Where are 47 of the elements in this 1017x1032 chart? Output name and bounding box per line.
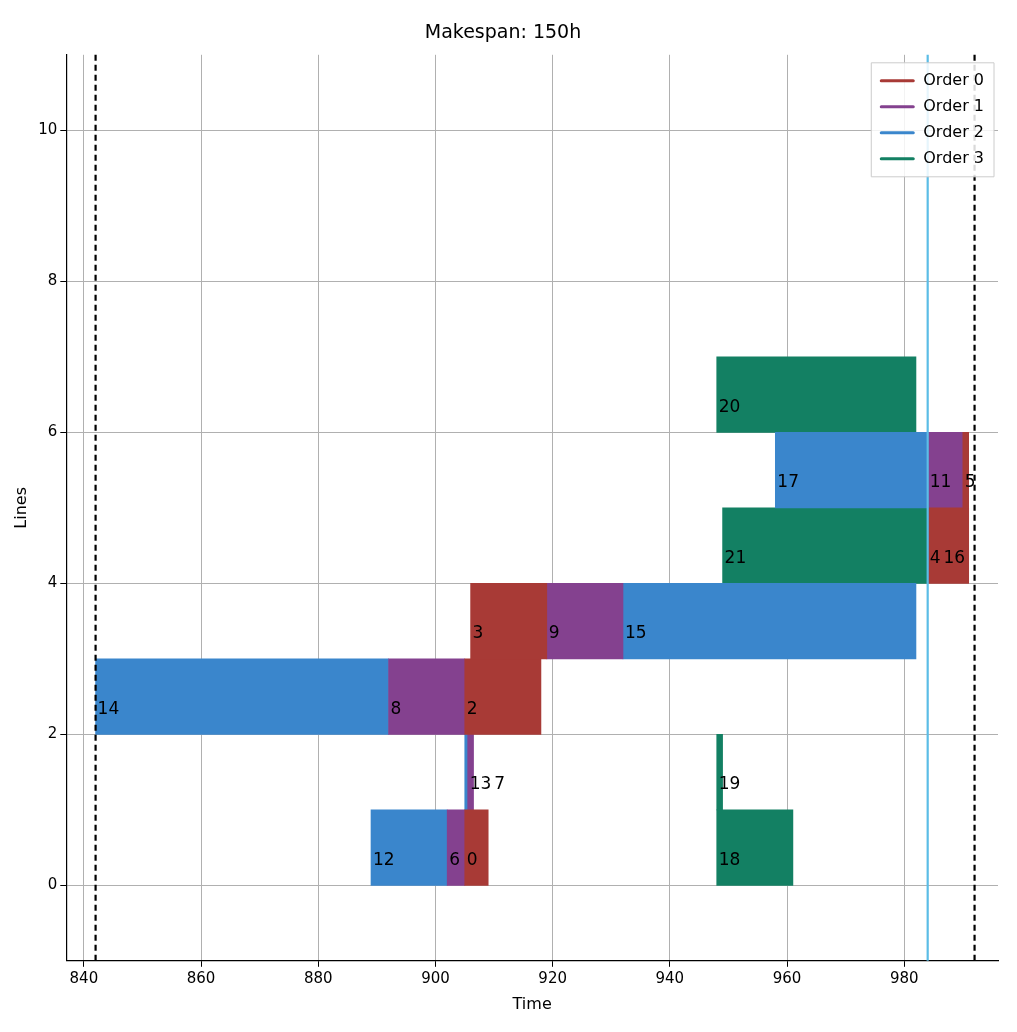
x-tick-label: 860	[186, 968, 216, 987]
bar	[370, 809, 448, 886]
annotation: 8	[390, 697, 402, 718]
bar	[716, 356, 917, 433]
annotation: 21	[724, 546, 747, 567]
y-tick-label: 0	[47, 875, 58, 894]
annotation: 9	[548, 622, 560, 643]
y-tick-label: 10	[38, 120, 58, 139]
annotation: 2	[466, 697, 478, 718]
annotation: 3	[472, 622, 484, 643]
annotation: 11	[929, 471, 952, 492]
annotation: 0	[466, 848, 478, 869]
x-axis-title: Time	[511, 993, 552, 1013]
legend-label: Order 0	[923, 69, 984, 89]
x-tick-label: 900	[421, 968, 450, 987]
x-tick-label: 840	[69, 968, 99, 987]
legend-label: Order 2	[923, 121, 984, 141]
bar	[722, 507, 929, 584]
x-tick-label: 880	[303, 968, 333, 987]
chart-title: Makespan: 150h	[424, 20, 582, 43]
bar	[775, 431, 929, 509]
y-tick-label: 8	[47, 271, 58, 290]
legend-label: Order 3	[923, 147, 984, 167]
annotation: 15	[624, 622, 647, 643]
annotation: 16	[943, 546, 966, 567]
bar	[388, 658, 466, 735]
annotation: 17	[777, 471, 799, 492]
bar	[546, 582, 624, 660]
annotation: 18	[718, 848, 741, 869]
annotation: 14	[97, 697, 120, 718]
y-axis-title: Lines	[10, 486, 30, 529]
annotation: 7	[494, 773, 506, 794]
bar	[464, 809, 489, 886]
legend-label: Order 1	[923, 95, 984, 115]
y-tick-label: 6	[47, 422, 58, 441]
x-tick-label: 960	[772, 968, 802, 987]
x-tick-label: 980	[889, 968, 919, 987]
bar	[622, 582, 917, 660]
x-tick-label: 940	[655, 968, 685, 987]
annotation: 12	[373, 848, 395, 869]
bar	[95, 658, 389, 735]
annotation: 20	[718, 395, 741, 416]
y-tick-label: 4	[47, 573, 58, 592]
x-tick-label: 920	[538, 968, 567, 987]
annotation: 4	[929, 546, 941, 567]
annotation: 6	[449, 848, 460, 869]
y-tick-label: 2	[47, 724, 58, 743]
